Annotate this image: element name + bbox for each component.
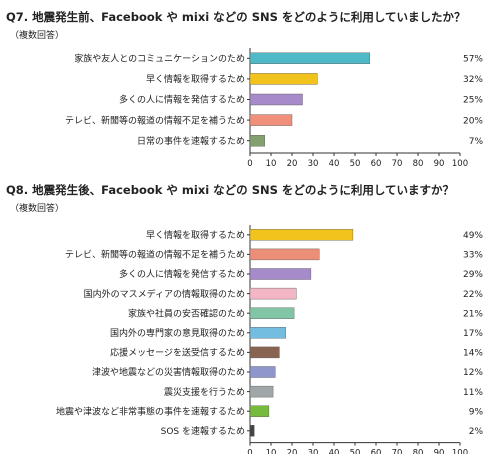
q8-category-label: 地震や津波など非常事態の事件を速報するため xyxy=(56,405,245,417)
q7-x-tick-label: 30 xyxy=(308,159,319,169)
q8-x-tick-label: 90 xyxy=(434,449,445,454)
q7-value-label: 20% xyxy=(463,116,483,126)
q8-value-label: 33% xyxy=(463,251,483,261)
q8-category-label: 多くの人に情報を発信するため xyxy=(119,268,245,280)
q7-category-label: 早く情報を取得するため xyxy=(146,73,245,85)
q7-x-tick-label: 20 xyxy=(287,159,298,169)
q8-bar xyxy=(249,346,280,359)
q8-x-tick-label: 30 xyxy=(308,449,319,454)
q8-x-tick-label: 0 xyxy=(247,449,252,454)
q8-bar xyxy=(249,425,255,437)
q8-bar xyxy=(249,287,297,300)
q8-x-tick-label: 10 xyxy=(266,449,277,454)
q8-category-label: SOS を速報するため xyxy=(161,426,245,437)
q7-x-tick-label: 50 xyxy=(350,159,361,169)
q7-x-tick-label: 0 xyxy=(247,159,252,169)
q7-x-tick-label: 90 xyxy=(434,159,445,169)
q8-bar xyxy=(249,248,320,261)
q8-value-label: 12% xyxy=(463,368,483,378)
q8-x-tick-label: 40 xyxy=(329,449,340,454)
q7-note: （複数回答） xyxy=(10,31,65,41)
q7-value-label: 57% xyxy=(463,55,483,65)
q7-category-label: 多くの人に情報を発信するため xyxy=(119,94,245,106)
q7-x-tick-label: 40 xyxy=(329,159,340,169)
q7-category-label: 日常の事件を速報するため xyxy=(137,135,245,147)
q8-x-tick-label: 100 xyxy=(452,449,468,454)
q7-value-label: 7% xyxy=(469,137,484,147)
q7-bar xyxy=(249,52,370,64)
q8-value-label: 29% xyxy=(463,270,483,280)
q8-x-tick-label: 60 xyxy=(371,449,382,454)
q8-category-label: 家族や社員の安否確認のため xyxy=(128,307,245,319)
q8-bar xyxy=(249,268,312,280)
q8-category-label: テレビ、新聞等の報道の情報不足を補うため xyxy=(65,249,245,261)
q8-title: Q8. 地震発生後、Facebook や mixi などの SNS をどのように… xyxy=(6,183,455,197)
q8-bar xyxy=(249,229,354,241)
q8-category-label: 震災支援を行うため xyxy=(164,386,245,398)
q8-category-label: 応援メッセージを送受信するため xyxy=(110,347,245,359)
q8-value-label: 14% xyxy=(463,349,483,359)
q8-value-label: 49% xyxy=(463,231,483,241)
q7-category-label: テレビ、新聞等の報道の情報不足を補うため xyxy=(65,114,245,126)
q7-x-tick-label: 80 xyxy=(413,159,424,169)
q7-bar xyxy=(249,93,303,106)
q7-bar xyxy=(249,73,318,85)
q8-note: （複数回答） xyxy=(10,204,65,214)
q8-category-label: 国内外のマスメディアの情報取得のため xyxy=(84,288,245,300)
q7-value-label: 32% xyxy=(463,75,483,85)
q8-x-tick-label: 80 xyxy=(413,449,424,454)
q8-bar xyxy=(249,307,295,319)
q8-bar xyxy=(249,385,274,398)
q7-value-label: 25% xyxy=(463,96,483,106)
q8-bar xyxy=(249,405,270,417)
q8-value-label: 2% xyxy=(469,427,484,437)
q7-x-tick-label: 100 xyxy=(452,159,468,169)
q8-value-label: 22% xyxy=(463,290,483,300)
q7-bar xyxy=(249,134,265,147)
q8-bar xyxy=(249,327,286,339)
q8-x-tick-label: 50 xyxy=(350,449,361,454)
q8-x-tick-label: 20 xyxy=(287,449,298,454)
q8-category-label: 国内外の専門家の意見取得のため xyxy=(110,327,245,339)
q8-category-label: 早く情報を取得するため xyxy=(146,229,245,241)
q7-category-label: 家族や友人とのコミュニケーションのため xyxy=(74,53,245,65)
q8-value-label: 9% xyxy=(469,407,484,417)
q8-value-label: 17% xyxy=(463,329,483,339)
q8-value-label: 21% xyxy=(463,309,483,319)
q8-category-label: 津波や地震などの災害情報取得のため xyxy=(92,366,245,378)
q7-bar xyxy=(249,114,293,126)
q7-x-tick-label: 70 xyxy=(392,159,403,169)
q7-x-tick-label: 60 xyxy=(371,159,382,169)
q7-title: Q7. 地震発生前、Facebook や mixi などの SNS をどのように… xyxy=(6,10,466,24)
q7-x-tick-label: 10 xyxy=(266,159,277,169)
q8-x-tick-label: 70 xyxy=(392,449,403,454)
q8-value-label: 11% xyxy=(463,388,483,398)
q8-bar xyxy=(249,366,276,378)
